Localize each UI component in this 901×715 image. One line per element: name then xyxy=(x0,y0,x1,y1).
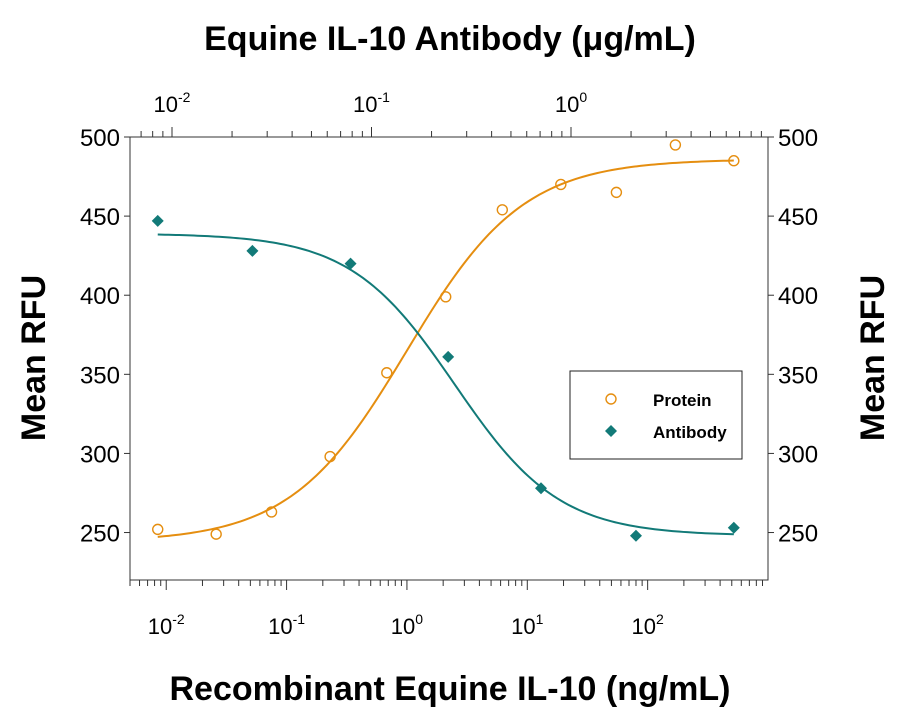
legend-protein-label: Protein xyxy=(653,391,712,410)
x-tick-label-0: 10-2 xyxy=(148,611,185,639)
x-tick-base: 10 xyxy=(391,614,415,639)
legend: Protein Antibody xyxy=(569,370,743,460)
x-tick-label-4: 102 xyxy=(632,611,664,639)
protein-point xyxy=(669,139,682,151)
y-tick-label-left-3: 400 xyxy=(80,283,120,310)
top-tick-label-0: 10-2 xyxy=(154,89,191,117)
y-axis-label-left: Mean RFU xyxy=(15,275,53,441)
y-tick-label-right-2: 350 xyxy=(778,362,818,389)
y-tick-label-left-5: 500 xyxy=(80,125,120,152)
protein-point xyxy=(324,450,336,463)
chart-title: Equine IL-10 Antibody (μg/mL) xyxy=(204,20,696,58)
y-tick-label-right-4: 450 xyxy=(778,204,818,231)
fit-curves xyxy=(157,159,734,538)
antibody-point xyxy=(629,529,642,542)
y-tick-label-right-1: 300 xyxy=(778,441,818,468)
legend-antibody-marker xyxy=(605,425,617,437)
protein-point xyxy=(381,367,393,379)
top-tick-base: 10 xyxy=(154,92,178,117)
y-axis-label-right: Mean RFU xyxy=(854,275,892,441)
x-tick-base: 10 xyxy=(632,614,656,639)
y-tick-label-right-3: 400 xyxy=(778,283,818,310)
x-tick-exponent: 0 xyxy=(415,611,423,627)
top-tick-exponent: 0 xyxy=(579,89,587,105)
antibody-point xyxy=(151,214,164,227)
x-axis-label: Recombinant Equine IL-10 (ng/mL) xyxy=(169,670,730,708)
protein-point xyxy=(440,291,452,303)
y-tick-label-left-1: 300 xyxy=(80,441,120,468)
fit-curve-antibody xyxy=(157,233,734,536)
protein-point xyxy=(728,155,740,167)
top-tick-exponent: -1 xyxy=(378,89,391,105)
top-tick-label-2: 100 xyxy=(555,89,587,117)
legend-antibody-label: Antibody xyxy=(653,423,727,442)
antibody-point xyxy=(727,521,740,534)
y-tick-label-left-0: 250 xyxy=(80,521,120,548)
y-tick-label-right-0: 250 xyxy=(778,521,818,548)
protein-point xyxy=(610,186,623,199)
protein-point xyxy=(265,506,278,518)
antibody-point xyxy=(442,350,455,363)
antibody-point xyxy=(344,257,357,270)
top-tick-base: 10 xyxy=(555,92,579,117)
y-tick-label-left-2: 350 xyxy=(80,362,120,389)
data-markers xyxy=(151,139,740,542)
top-tick-exponent: -2 xyxy=(178,89,191,105)
x-tick-base: 10 xyxy=(511,614,535,639)
x-tick-exponent: 2 xyxy=(656,611,664,627)
top-tick-label-1: 10-1 xyxy=(353,89,390,117)
protein-point xyxy=(555,178,567,191)
x-tick-base: 10 xyxy=(268,614,292,639)
legend-box xyxy=(569,370,743,460)
protein-point xyxy=(496,204,509,216)
x-tick-base: 10 xyxy=(148,614,172,639)
y-tick-label-right-5: 500 xyxy=(778,125,818,152)
protein-point xyxy=(210,528,222,540)
y-tick-label-left-4: 450 xyxy=(80,204,120,231)
x-tick-exponent: 1 xyxy=(536,611,544,627)
top-tick-base: 10 xyxy=(353,92,377,117)
antibody-point xyxy=(246,244,259,257)
protein-point xyxy=(152,523,164,536)
antibody-point xyxy=(535,482,548,495)
x-tick-label-1: 10-1 xyxy=(268,611,305,639)
x-tick-label-2: 100 xyxy=(391,611,423,639)
plot-frame xyxy=(129,136,769,581)
fit-curve-protein xyxy=(157,159,734,538)
x-tick-exponent: -1 xyxy=(293,611,306,627)
x-tick-label-3: 101 xyxy=(511,611,543,639)
legend-protein-marker xyxy=(605,393,617,405)
x-tick-exponent: -2 xyxy=(172,611,185,627)
